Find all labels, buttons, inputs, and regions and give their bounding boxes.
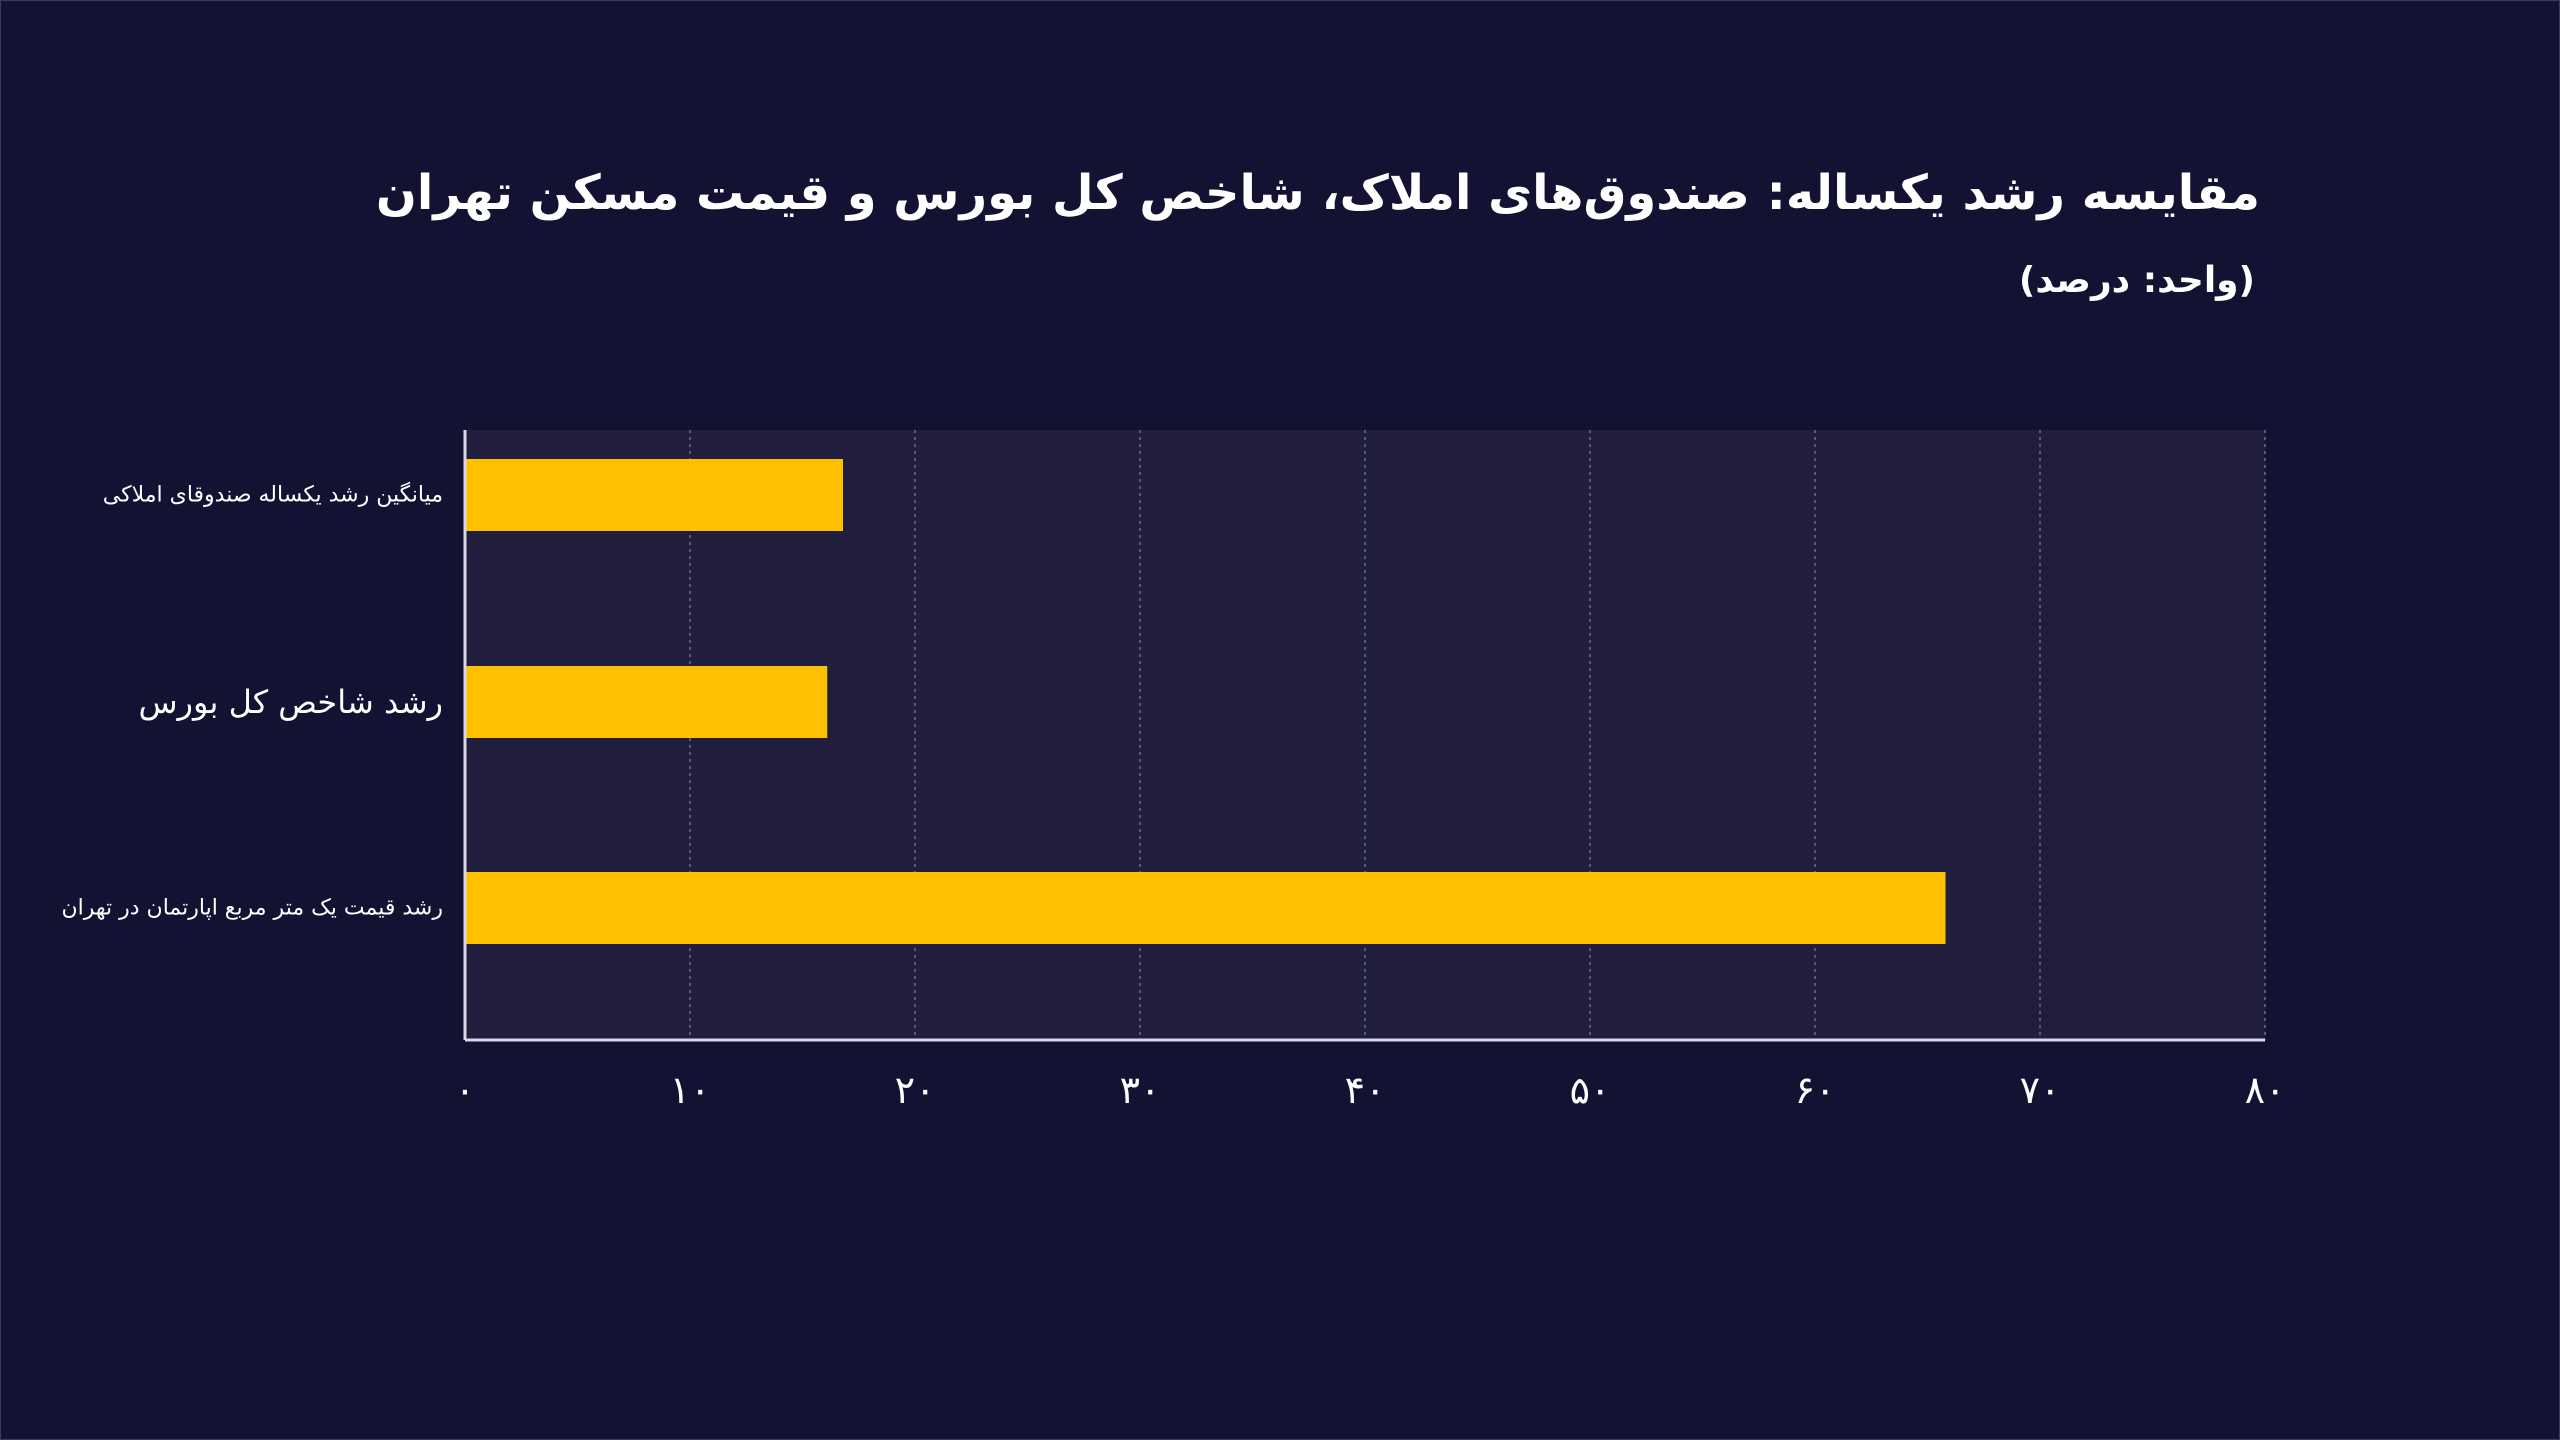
x-tick-label-70: ۷۰ bbox=[2020, 1068, 2061, 1112]
x-tick-label-30: ۳۰ bbox=[1120, 1068, 1161, 1112]
bars bbox=[466, 459, 1946, 944]
x-tick-labels: ۰ ۱۰ ۲۰ ۳۰ ۴۰ ۵۰ ۶۰ ۷۰ ۸۰ bbox=[455, 1068, 2286, 1112]
x-tick-label-60: ۶۰ bbox=[1795, 1068, 1836, 1112]
x-tick-label-10: ۱۰ bbox=[670, 1068, 711, 1112]
category-label-stock-index: رشد شاخص کل بورس bbox=[138, 683, 443, 721]
category-label-real-estate-funds: میانگین رشد یکساله صندوقای املاکی bbox=[102, 482, 443, 508]
x-tick-label-50: ۵۰ bbox=[1570, 1068, 1611, 1112]
bar-1 bbox=[466, 666, 828, 738]
x-tick-label-40: ۴۰ bbox=[1345, 1068, 1386, 1112]
bar-0 bbox=[466, 459, 843, 531]
category-label-tehran-housing: رشد قیمت یک متر مربع اپارتمان در تهران bbox=[61, 895, 443, 921]
x-tick-label-80: ۸۰ bbox=[2245, 1068, 2286, 1112]
x-tick-label-20: ۲۰ bbox=[895, 1068, 936, 1112]
chart-title: مقایسه رشد یکساله: صندوق‌های املاک، شاخص… bbox=[375, 165, 2260, 221]
x-tick-label-0: ۰ bbox=[455, 1068, 475, 1112]
bar-2 bbox=[466, 872, 1946, 944]
chart-subtitle: (واحد: درصد) bbox=[2018, 260, 2255, 301]
axes bbox=[463, 430, 2265, 1042]
